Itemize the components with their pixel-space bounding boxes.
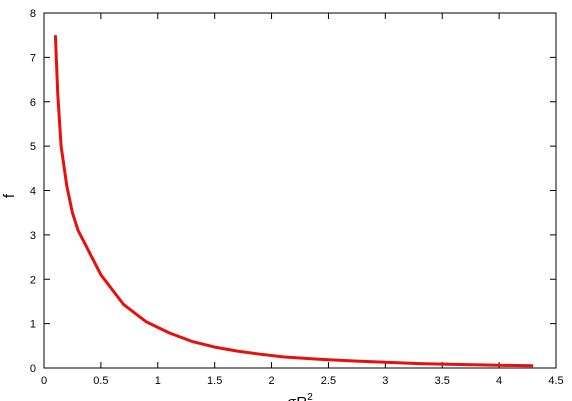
x-tick-label: 2: [268, 375, 274, 387]
y-tick-label: 7: [30, 52, 36, 64]
x-axis-title-superscript: 2: [307, 392, 313, 401]
x-tick-label: 0.5: [93, 375, 108, 387]
x-tick-label: 1.5: [207, 375, 222, 387]
y-tick-label: 0: [30, 363, 36, 375]
y-tick-label: 6: [30, 97, 36, 109]
x-axis-title: σR2: [287, 392, 313, 401]
x-tick-label: 2.5: [321, 375, 336, 387]
y-axis-title: f: [1, 193, 18, 198]
series-layer: [53, 35, 534, 368]
x-tick-label: 3: [382, 375, 388, 387]
x-tick-label: 4.5: [548, 375, 563, 387]
y-tick-label: 2: [30, 274, 36, 286]
ticks-layer: 0 0.5 1 1.5 2 2.5 3 3.5 4 4.5 0 1 2 3 4 5 6 7 8: [30, 8, 564, 387]
x-tick-label: 0: [41, 375, 47, 387]
x-tick-label: 1: [155, 375, 161, 387]
x-axis-title-base: σR: [287, 394, 307, 401]
x-tick-label: 3.5: [435, 375, 450, 387]
x-tick-label: 4: [496, 375, 502, 387]
y-tick-label: 8: [30, 8, 36, 20]
plot-frame: [43, 12, 557, 369]
y-tick-label: 5: [30, 141, 36, 153]
y-tick-label: 3: [30, 230, 36, 242]
series-line: [53, 35, 534, 368]
y-tick-label: 4: [30, 186, 36, 198]
y-tick-label: 1: [30, 319, 36, 331]
